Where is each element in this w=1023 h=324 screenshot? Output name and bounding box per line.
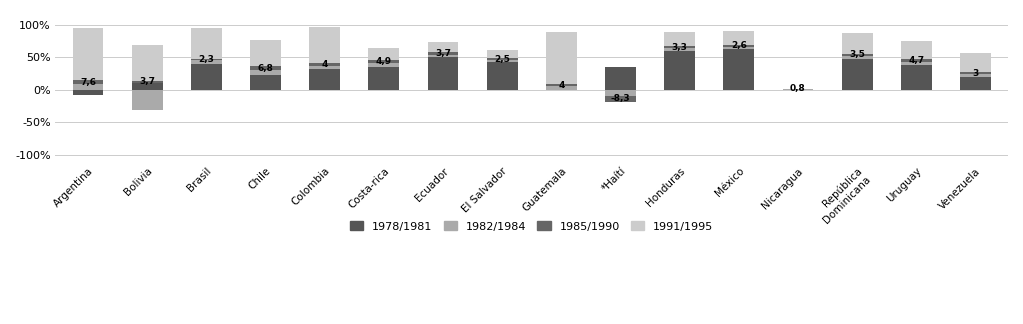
Bar (132, 83, 163, 90)
Bar (783, 88, 813, 89)
Bar (368, 48, 399, 60)
Text: 3,7: 3,7 (139, 77, 155, 87)
Bar (487, 51, 518, 58)
Bar (605, 67, 636, 90)
Bar (723, 47, 754, 49)
Bar (723, 49, 754, 90)
Bar (191, 61, 222, 64)
Bar (723, 45, 754, 47)
Bar (251, 66, 281, 70)
Text: 3,5: 3,5 (849, 50, 865, 59)
Bar (487, 58, 518, 60)
Bar (73, 90, 103, 95)
Bar (546, 87, 577, 90)
Text: -8,3: -8,3 (611, 94, 630, 103)
Bar (309, 66, 340, 69)
Text: 3,7: 3,7 (435, 49, 451, 58)
Bar (73, 80, 103, 85)
Text: 2,3: 2,3 (198, 55, 214, 64)
Bar (309, 69, 340, 90)
Bar (901, 65, 932, 90)
Bar (368, 63, 399, 67)
Text: 4: 4 (559, 81, 565, 90)
Bar (73, 28, 103, 80)
Bar (428, 57, 458, 90)
Bar (901, 62, 932, 65)
Bar (783, 89, 813, 90)
Bar (191, 28, 222, 59)
Text: 4: 4 (321, 60, 327, 69)
Bar (605, 90, 636, 96)
Bar (546, 84, 577, 87)
Bar (664, 51, 695, 90)
Bar (251, 70, 281, 75)
Bar (368, 67, 399, 90)
Text: 4,9: 4,9 (375, 57, 392, 66)
Bar (723, 31, 754, 45)
Bar (191, 59, 222, 61)
Bar (428, 42, 458, 52)
Text: 2,5: 2,5 (494, 54, 510, 64)
Bar (132, 90, 163, 110)
Bar (428, 55, 458, 57)
Legend: 1978/1981, 1982/1984, 1985/1990, 1991/1995: 1978/1981, 1982/1984, 1985/1990, 1991/19… (346, 217, 718, 236)
Bar (842, 54, 873, 56)
Text: 6,8: 6,8 (258, 64, 273, 73)
Bar (664, 46, 695, 48)
Bar (960, 53, 991, 72)
Bar (309, 63, 340, 66)
Bar (605, 96, 636, 102)
Bar (251, 75, 281, 90)
Bar (664, 48, 695, 51)
Text: 3,3: 3,3 (672, 42, 687, 52)
Text: 2,6: 2,6 (730, 41, 747, 51)
Bar (487, 60, 518, 62)
Bar (251, 40, 281, 66)
Text: 3: 3 (972, 69, 979, 78)
Bar (901, 40, 932, 59)
Bar (487, 62, 518, 90)
Text: 0,8: 0,8 (790, 84, 806, 93)
Bar (132, 45, 163, 81)
Bar (309, 27, 340, 63)
Bar (842, 33, 873, 54)
Text: 4,7: 4,7 (908, 56, 925, 65)
Bar (842, 59, 873, 90)
Bar (546, 32, 577, 84)
Bar (664, 32, 695, 46)
Bar (73, 85, 103, 90)
Bar (960, 72, 991, 74)
Bar (428, 52, 458, 55)
Bar (368, 60, 399, 63)
Bar (191, 64, 222, 90)
Bar (901, 59, 932, 62)
Text: 7,6: 7,6 (80, 77, 96, 87)
Bar (842, 56, 873, 59)
Bar (960, 74, 991, 77)
Bar (960, 77, 991, 90)
Bar (132, 81, 163, 83)
